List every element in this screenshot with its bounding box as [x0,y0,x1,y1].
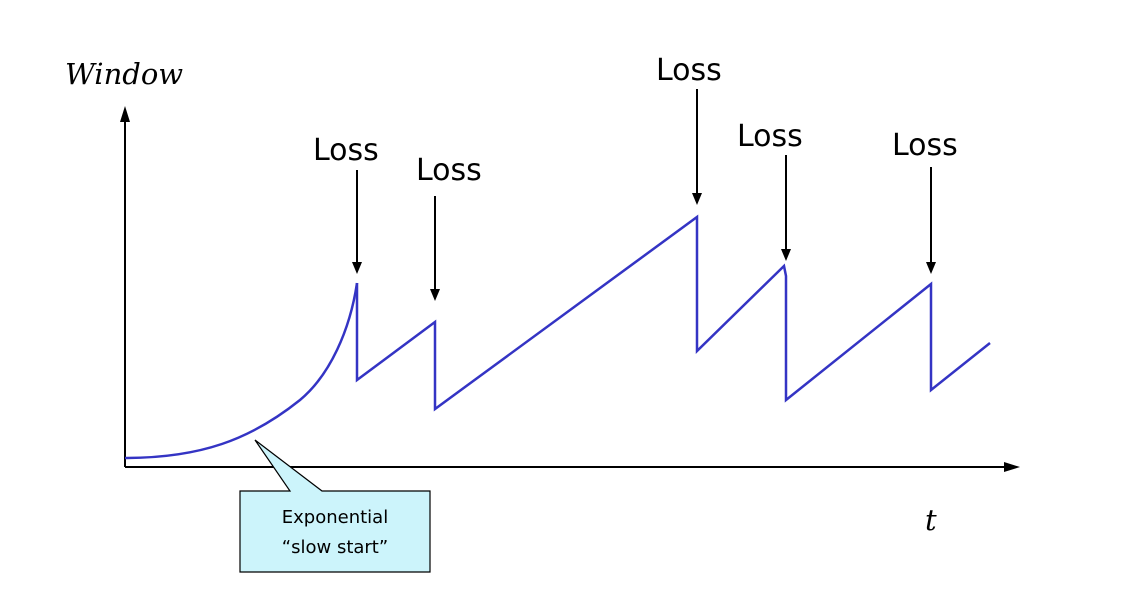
arrow-down-icon [926,262,936,274]
loss-marker-5: Loss [892,128,958,274]
loss-label-3: Loss [656,53,722,88]
callout-box [239,439,431,573]
y-axis-label: Window [65,57,183,91]
loss-label-2: Loss [416,153,482,188]
arrow-down-icon [692,193,702,205]
loss-marker-1: Loss [313,133,379,274]
x-axis-arrow-icon [1004,462,1020,472]
slow-start-curve [124,282,359,460]
loss-marker-4: Loss [737,119,803,261]
loss-marker-2: Loss [416,153,482,301]
loss-label-5: Loss [892,128,958,163]
callout-line-2: “slow start” [282,537,388,558]
arrow-down-icon [781,249,791,261]
callout-line-1: Exponential [282,507,388,528]
x-axis-label: t [925,503,937,537]
arrow-down-icon [430,289,440,301]
arrow-down-icon [352,262,362,274]
loss-label-4: Loss [737,119,803,154]
sawtooth-curve [355,214,991,412]
loss-label-1: Loss [313,133,379,168]
loss-marker-3: Loss [656,53,722,205]
slow-start-callout: Exponential “slow start” [239,439,431,573]
y-axis-arrow-icon [120,106,130,122]
